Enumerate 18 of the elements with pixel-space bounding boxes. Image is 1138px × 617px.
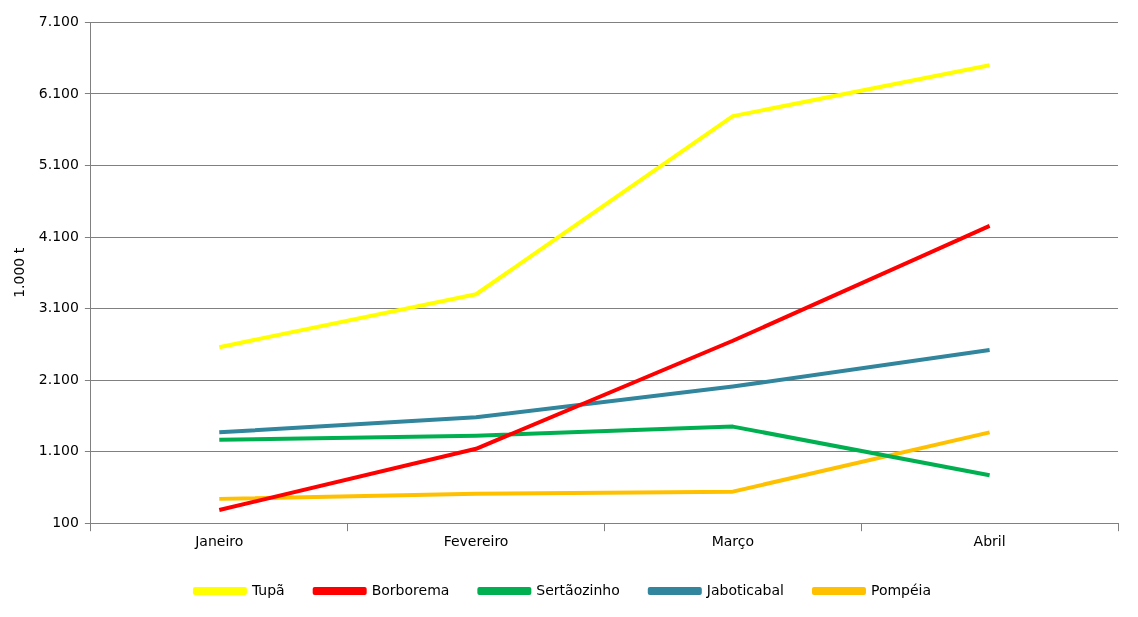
y-tick-label: 7.100 bbox=[38, 13, 79, 30]
x-tick-label: Março bbox=[711, 533, 755, 550]
y-axis-title: 1.000 t bbox=[11, 247, 28, 298]
y-tick-label: 100 bbox=[52, 513, 79, 530]
x-tick-label: Fevereiro bbox=[443, 533, 509, 550]
x-tick-label: Janeiro bbox=[194, 533, 244, 550]
legend-label: Jaboticabal bbox=[705, 581, 784, 598]
x-tick-label: Abril bbox=[973, 533, 1006, 550]
y-tick-label: 5.100 bbox=[38, 156, 79, 173]
y-tick-label: 3.100 bbox=[38, 299, 79, 316]
legend-label: Borborema bbox=[371, 581, 450, 598]
legend-label: Sertãozinho bbox=[536, 581, 620, 598]
legend-label: Tupã bbox=[250, 581, 285, 598]
y-tick-label: 2.100 bbox=[38, 370, 79, 387]
y-tick-label: 1.100 bbox=[38, 442, 79, 459]
y-tick-label: 4.100 bbox=[38, 227, 79, 244]
legend-label: Pompéia bbox=[870, 581, 932, 598]
y-tick-label: 6.100 bbox=[38, 84, 79, 101]
